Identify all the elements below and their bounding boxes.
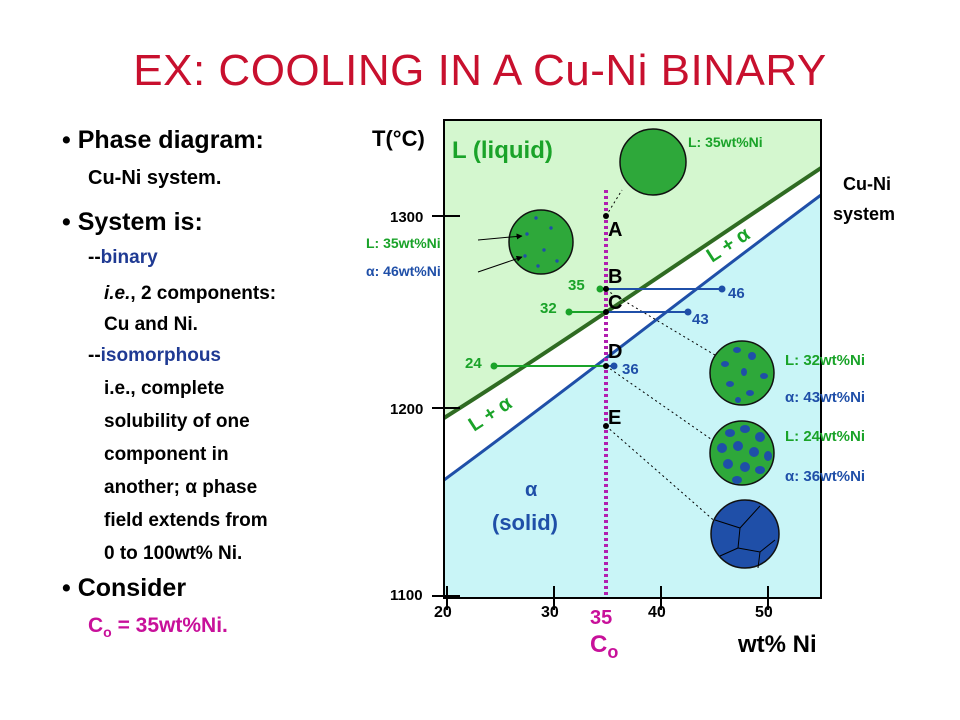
cu-ni-system-text: Cu-Ni system.	[88, 167, 222, 189]
co-value-label: 35	[590, 607, 612, 629]
point-b-liquid	[596, 285, 604, 293]
bullet-consider: • Consider	[62, 574, 187, 602]
point-c-solid	[684, 308, 692, 316]
guide-a-top	[605, 189, 623, 217]
co-axis-sub: o	[607, 642, 618, 662]
annot-top-liquid: L: 35wt%Ni	[688, 134, 763, 150]
bullet-consider-text: Consider	[77, 574, 187, 602]
cu-ni-line: Cu and Ni.	[104, 314, 198, 335]
co-axis-label: Co	[590, 631, 618, 662]
co-c: C	[88, 614, 104, 637]
label-point-c: C	[608, 292, 622, 314]
co-sub: o	[103, 624, 112, 641]
iso-line-6: 0 to 100wt% Ni.	[104, 543, 243, 564]
binary-prefix: --	[88, 247, 101, 268]
tie-value-c-left: 32	[540, 300, 557, 317]
y-axis-title: T(°C)	[372, 126, 425, 151]
bullet-system-is-text: System is:	[77, 208, 203, 236]
bullet-system-is: • System is:	[62, 208, 203, 236]
tie-value-b-right: 46	[728, 285, 745, 302]
arrow-b-liquid	[477, 233, 523, 241]
label-point-b: B	[608, 266, 622, 288]
y-tick-label-1300: 1300	[390, 209, 423, 226]
annot-c-alpha: α: 43wt%Ni	[785, 389, 865, 406]
co-rest: = 35wt%Ni.	[111, 614, 228, 637]
liquidus-line	[444, 166, 821, 420]
system-label-line2: system	[833, 204, 895, 224]
point-b-solid	[718, 285, 726, 293]
state-point-d	[603, 363, 609, 369]
system-label-line1: Cu-Ni	[843, 174, 891, 194]
y-tick-label-1100: 1100	[390, 587, 423, 604]
slide-title: EX: COOLING IN A Cu-Ni BINARY	[133, 46, 827, 95]
binary-word: binary	[100, 247, 158, 268]
iso-line-2: solubility of one	[104, 411, 250, 432]
state-point-e	[603, 423, 609, 429]
arrow-b-alpha	[477, 255, 523, 273]
point-d-liquid	[490, 362, 498, 370]
tie-value-d-right: 36	[622, 361, 639, 378]
two-phase-region	[444, 168, 821, 480]
ie-line: i.e., 2 components:	[104, 282, 276, 306]
iso-line-4: another; α phase	[104, 477, 258, 498]
annot-d-liquid: L: 24wt%Ni	[785, 428, 865, 445]
co-composition-text: Co = 35wt%Ni.	[88, 614, 228, 644]
microstructure-c	[709, 340, 775, 406]
iso-line-1: i.e., complete	[104, 378, 225, 399]
label-point-d: D	[608, 341, 622, 363]
annot-b-liquid: L: 35wt%Ni	[366, 235, 441, 251]
x-tick-label-50: 50	[755, 604, 773, 621]
state-point-c	[603, 309, 609, 315]
annot-c-liquid: L: 32wt%Ni	[785, 352, 865, 369]
point-c-liquid	[565, 308, 573, 316]
x-tick-label-40: 40	[648, 604, 666, 621]
microstructure-d	[709, 420, 775, 486]
ie-italic: i.e.	[104, 283, 131, 304]
microstructure-e-solid	[710, 499, 780, 569]
x-tick-label-30: 30	[541, 604, 559, 621]
co-axis-c: C	[590, 631, 607, 658]
y-tick-label-1200: 1200	[390, 401, 423, 418]
x-tick-label-20: 20	[434, 604, 452, 621]
x-axis-title: wt% Ni	[737, 631, 817, 658]
tie-value-d-left: 24	[465, 355, 482, 372]
plot-frame	[443, 119, 822, 599]
solid-region	[444, 195, 821, 598]
ie-rest: , 2 components:	[130, 283, 277, 304]
annot-b-alpha: α: 46wt%Ni	[366, 263, 441, 279]
isomorphous-word: isomorphous	[100, 345, 221, 366]
state-point-b	[603, 286, 609, 292]
label-point-a: A	[608, 219, 622, 241]
iso-prefix: --	[88, 345, 101, 366]
liquid-region-label: L (liquid)	[452, 137, 553, 164]
microstructure-b	[508, 209, 574, 275]
solidus-line	[444, 193, 821, 482]
bullet-phase-diagram-text: Phase diagram:	[77, 126, 264, 154]
guide-c-circle	[605, 289, 731, 365]
solid-alpha-label: α	[525, 479, 538, 501]
label-point-e: E	[608, 407, 621, 429]
binary-line: --binary	[88, 246, 158, 270]
bullet-phase-diagram: • Phase diagram:	[62, 126, 264, 154]
annot-d-alpha: α: 36wt%Ni	[785, 468, 865, 485]
isomorphous-line: --isomorphous	[88, 344, 221, 368]
iso-line-3: component in	[104, 444, 229, 465]
state-point-a	[603, 213, 609, 219]
tie-value-b-left: 35	[568, 277, 585, 294]
point-d-solid	[610, 362, 618, 370]
microstructure-a-liquid	[619, 128, 687, 196]
tie-value-c-right: 43	[692, 311, 709, 328]
iso-line-5: field extends from	[104, 510, 268, 531]
solid-region-label: (solid)	[492, 510, 558, 535]
